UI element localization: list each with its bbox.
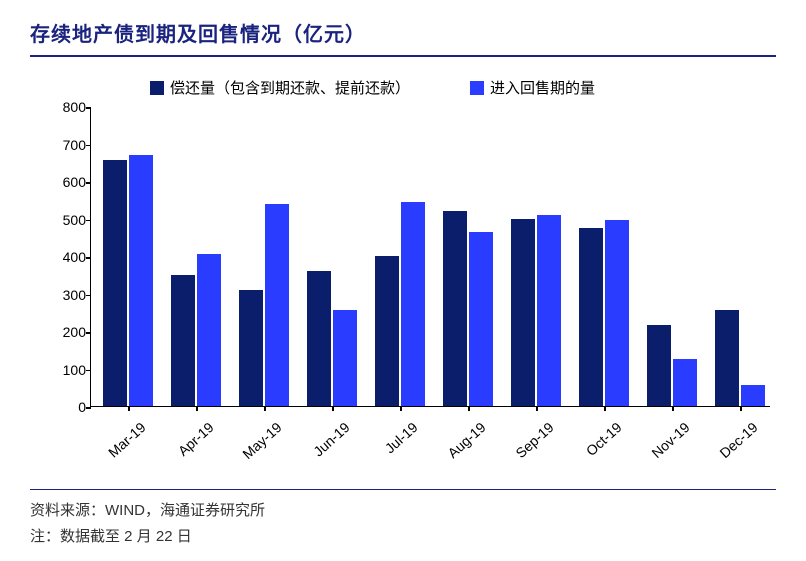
footer: 资料来源：WIND，海通证券研究所 注：数据截至 2 月 22 日 [30, 489, 776, 550]
y-tick-label: 300 [41, 287, 86, 303]
y-tick-label: 800 [41, 99, 86, 115]
y-tick-label: 600 [41, 174, 86, 190]
legend-swatch-1 [150, 81, 164, 95]
y-tick-mark [86, 295, 91, 297]
y-tick-label: 0 [41, 399, 86, 415]
chart-container: 存续地产债到期及回售情况（亿元） 偿还量（包含到期还款、提前还款） 进入回售期的… [0, 0, 806, 561]
bar-group [511, 215, 561, 406]
plot-area: 0100200300400500600700800Mar-19Apr-19May… [90, 107, 770, 407]
x-tick-label: Oct-19 [569, 419, 624, 471]
x-tick-label: May-19 [229, 419, 284, 471]
y-tick-mark [86, 182, 91, 184]
bar [239, 290, 263, 406]
legend-swatch-2 [470, 81, 484, 95]
bar-group [715, 310, 765, 406]
x-tick-mark [672, 406, 674, 411]
y-tick-mark [86, 407, 91, 409]
x-tick-label: Apr-19 [161, 419, 216, 471]
title-underline [30, 55, 776, 57]
legend-label-2: 进入回售期的量 [490, 77, 595, 98]
bar [537, 215, 561, 406]
legend-item-2: 进入回售期的量 [470, 77, 595, 98]
y-tick-mark [86, 332, 91, 334]
y-tick-mark [86, 257, 91, 259]
bar [129, 155, 153, 406]
bar-group [307, 271, 357, 406]
bar [673, 359, 697, 406]
footer-divider [30, 489, 776, 491]
x-tick-label: Nov-19 [637, 419, 692, 471]
bar [375, 256, 399, 406]
bar-group [103, 155, 153, 406]
x-tick-label: Mar-19 [93, 419, 148, 471]
chart-title: 存续地产债到期及回售情况（亿元） [30, 18, 776, 47]
y-tick-mark [86, 107, 91, 109]
bar [605, 220, 629, 406]
bar [715, 310, 739, 406]
x-tick-mark [264, 406, 266, 411]
legend-item-1: 偿还量（包含到期还款、提前还款） [150, 77, 410, 98]
x-tick-mark [468, 406, 470, 411]
bar [197, 254, 221, 406]
bar [171, 275, 195, 406]
x-tick-label: Dec-19 [705, 419, 760, 471]
x-tick-label: Jun-19 [297, 419, 352, 471]
bar [647, 325, 671, 406]
x-tick-mark [536, 406, 538, 411]
bar-group [647, 325, 697, 406]
y-tick-label: 200 [41, 324, 86, 340]
chart-area: 偿还量（包含到期还款、提前还款） 进入回售期的量 010020030040050… [30, 77, 776, 477]
y-tick-mark [86, 145, 91, 147]
x-tick-mark [400, 406, 402, 411]
bar-group [375, 202, 425, 406]
bar [469, 232, 493, 406]
bar-group [171, 254, 221, 406]
bar [579, 228, 603, 406]
y-tick-mark [86, 370, 91, 372]
bar [443, 211, 467, 406]
bar [333, 310, 357, 406]
y-tick-label: 100 [41, 362, 86, 378]
y-tick-mark [86, 220, 91, 222]
x-tick-mark [332, 406, 334, 411]
bar [103, 160, 127, 406]
y-tick-label: 500 [41, 212, 86, 228]
legend-label-1: 偿还量（包含到期还款、提前还款） [170, 77, 410, 98]
bar [741, 385, 765, 406]
x-tick-label: Jul-19 [365, 419, 420, 471]
source-text: 资料来源：WIND，海通证券研究所 [30, 498, 776, 524]
x-tick-mark [740, 406, 742, 411]
bar [307, 271, 331, 406]
bar-group [579, 220, 629, 406]
note-text: 注：数据截至 2 月 22 日 [30, 524, 776, 550]
legend: 偿还量（包含到期还款、提前还款） 进入回售期的量 [150, 77, 595, 98]
x-tick-mark [196, 406, 198, 411]
bar [401, 202, 425, 406]
bar-group [443, 211, 493, 406]
bar [265, 204, 289, 407]
x-tick-label: Sep-19 [501, 419, 556, 471]
y-tick-label: 700 [41, 137, 86, 153]
y-tick-label: 400 [41, 249, 86, 265]
bar-group [239, 204, 289, 407]
x-tick-label: Aug-19 [433, 419, 488, 471]
x-tick-mark [128, 406, 130, 411]
x-tick-mark [604, 406, 606, 411]
bar [511, 219, 535, 407]
